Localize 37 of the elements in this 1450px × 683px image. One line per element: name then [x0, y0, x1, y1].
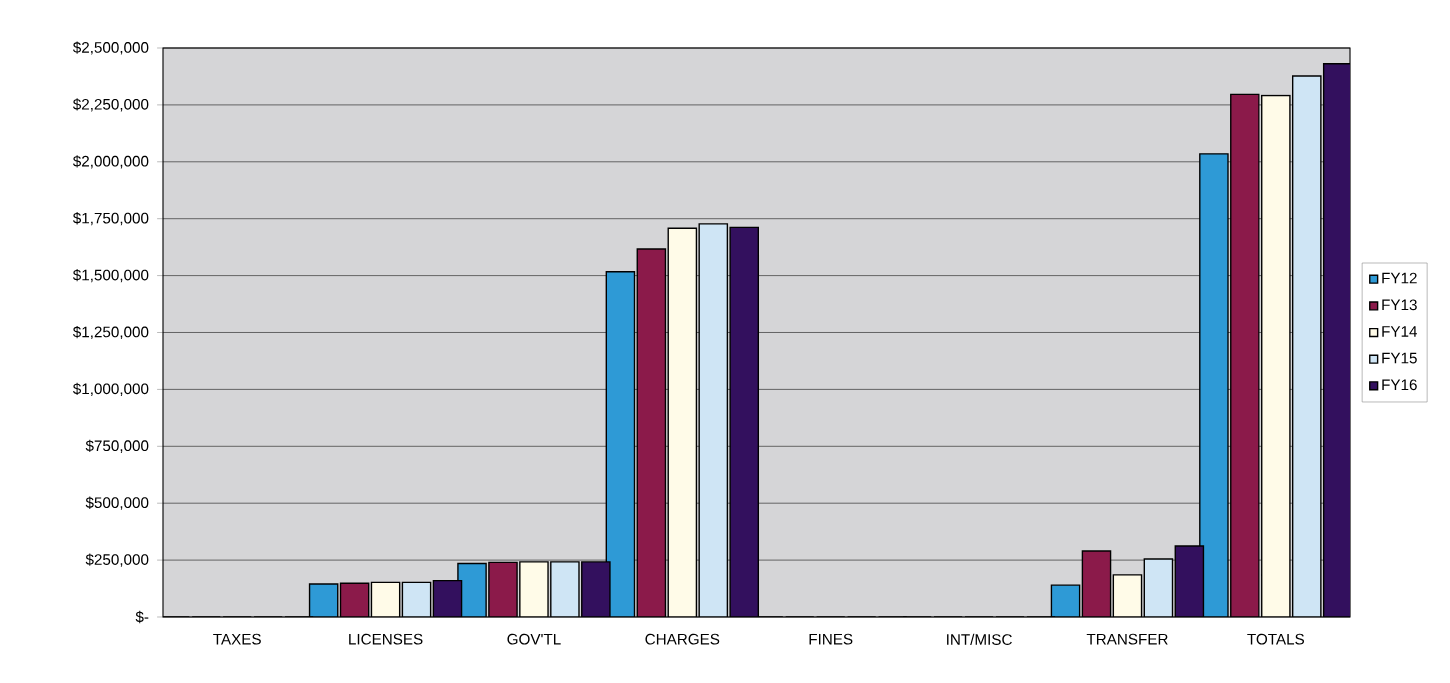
x-tick-label: GOV'TL	[507, 633, 561, 645]
y-tick-label: $2,250,000	[72, 98, 149, 112]
legend-label: FY16	[1382, 379, 1417, 391]
legend-label: FY12	[1382, 272, 1417, 284]
y-tick-label: $2,500,000	[72, 41, 149, 55]
y-tick-label: $1,250,000	[72, 325, 149, 340]
x-tick-label: CHARGES	[645, 633, 720, 645]
y-tick-label: $1,500,000	[72, 268, 149, 283]
bar	[730, 227, 759, 617]
bar	[1175, 545, 1204, 617]
bar	[1261, 94, 1291, 617]
bar	[340, 583, 369, 617]
x-tick-label: TAXES	[213, 633, 261, 645]
x-tick-label: TOTALS	[1247, 633, 1305, 645]
bar	[668, 228, 697, 617]
y-tick-label: $-	[135, 610, 149, 624]
x-tick-label: INT/MISC	[947, 633, 1012, 645]
x-tick-label: TRANSFER	[1086, 633, 1168, 645]
y-tick-label: $500,000	[85, 496, 149, 510]
legend-label: FY13	[1382, 299, 1417, 311]
legend-label: FY14	[1382, 326, 1418, 337]
y-tick-label: $1,000,000	[72, 382, 149, 397]
bar	[1113, 574, 1142, 617]
bar	[581, 561, 610, 617]
legend-label: FY15	[1382, 352, 1417, 364]
y-tick-label: $2,000,000	[72, 155, 149, 169]
x-tick-label: FINES	[809, 633, 853, 645]
x-tick-label: LICENSES	[349, 633, 423, 645]
bar	[1322, 63, 1351, 617]
y-tick-label: $750,000	[85, 439, 149, 453]
y-tick-label: $250,000	[85, 553, 149, 567]
y-tick-label: $1,750,000	[72, 212, 149, 226]
bar	[637, 248, 666, 617]
bar	[433, 580, 462, 617]
bar	[1230, 93, 1260, 617]
bar	[371, 582, 400, 617]
bar	[1082, 550, 1111, 617]
